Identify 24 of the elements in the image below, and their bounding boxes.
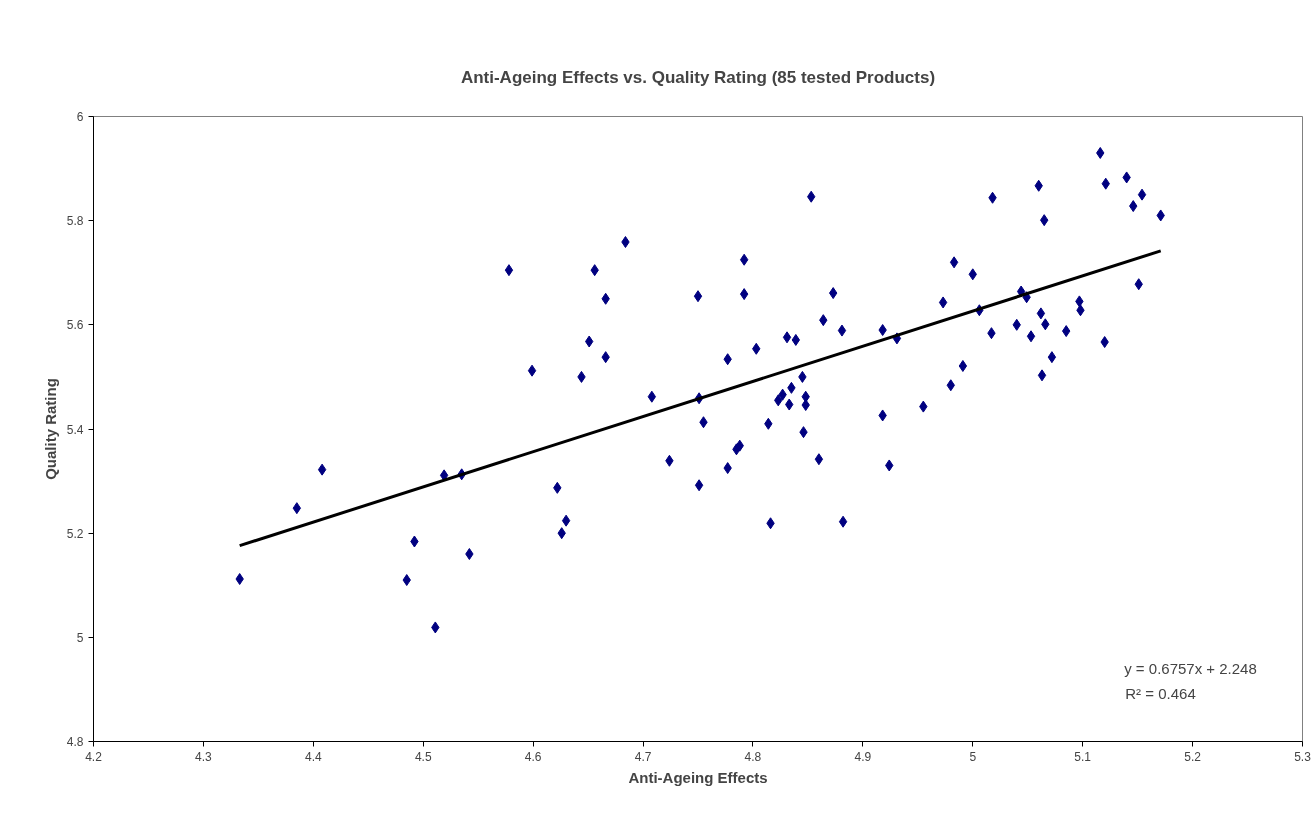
y-tick-label: 4.8 bbox=[66, 735, 84, 749]
x-tick-label: 5.1 bbox=[1074, 749, 1092, 764]
x-tick-label: 5 bbox=[969, 749, 977, 764]
y-tick-label: 6 bbox=[76, 110, 84, 124]
annotation: R² = 0.464 bbox=[1125, 684, 1196, 702]
x-tick-label: 4.7 bbox=[634, 749, 652, 764]
x-axis-title: Anti-Ageing Effects bbox=[628, 768, 768, 786]
x-tick-label: 5.2 bbox=[1184, 749, 1202, 764]
annotation: y = 0.6757x + 2.248 bbox=[1124, 659, 1257, 677]
x-tick-label: 5.3 bbox=[1294, 749, 1312, 764]
x-tick-label: 4.4 bbox=[304, 749, 322, 764]
y-tick-label: 5.4 bbox=[66, 422, 84, 437]
y-tick-label: 5.6 bbox=[66, 318, 84, 333]
x-tick-label: 4.2 bbox=[85, 749, 103, 764]
chart-title: Anti-Ageing Effects vs. Quality Rating (85 tested Products) bbox=[460, 67, 936, 87]
y-axis-title: Quality Rating bbox=[41, 378, 59, 480]
x-tick-label: 4.8 bbox=[744, 749, 762, 764]
x-tick-label: 4.5 bbox=[414, 749, 432, 764]
y-tick-label: 5.8 bbox=[66, 214, 84, 229]
y-tick-label: 5.2 bbox=[66, 526, 84, 541]
x-tick-label: 4.3 bbox=[195, 749, 213, 764]
y-tick-label: 5 bbox=[76, 630, 84, 645]
x-tick-label: 4.6 bbox=[524, 749, 542, 764]
x-tick-label: 4.9 bbox=[854, 749, 872, 764]
